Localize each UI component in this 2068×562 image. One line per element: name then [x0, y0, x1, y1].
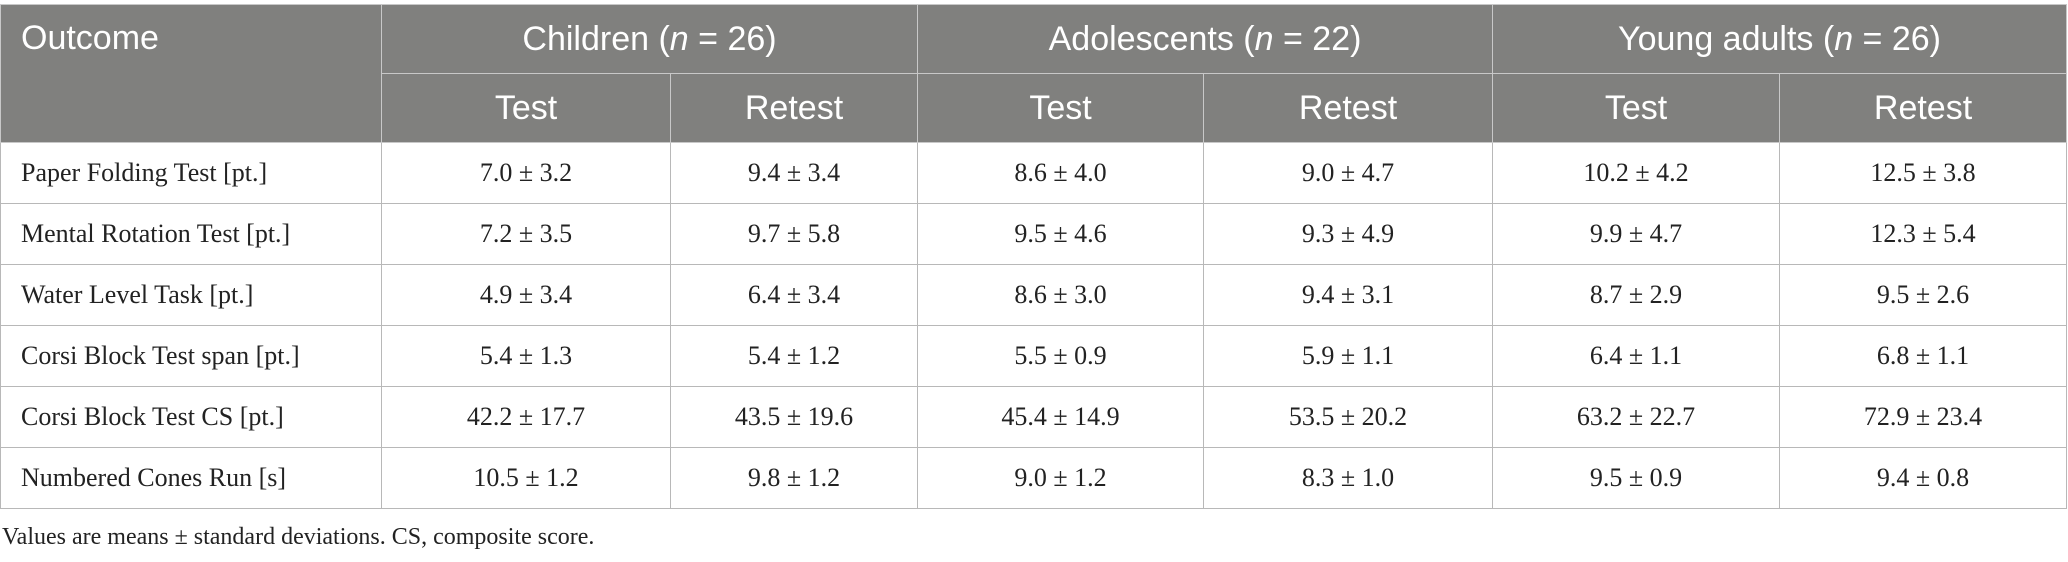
value-cell: 8.3 ± 1.0	[1203, 447, 1494, 509]
table-row: Paper Folding Test [pt.] 7.0 ± 3.2 9.4 ± 3…	[0, 142, 2068, 204]
value-cell: 42.2 ± 17.7	[381, 386, 671, 448]
value-cell: 9.4 ± 0.8	[1779, 447, 2068, 509]
value-cell: 9.4 ± 3.1	[1203, 264, 1494, 326]
value-cell: 6.8 ± 1.1	[1779, 325, 2068, 387]
group-header: Children (n = 26)	[380, 4, 919, 74]
value-cell: 9.4 ± 3.4	[669, 142, 919, 204]
group-size: = 22)	[1273, 19, 1362, 58]
group-name: Young adults (	[1618, 19, 1835, 58]
value-cell: 9.9 ± 4.7	[1492, 203, 1781, 265]
value-cell: 5.9 ± 1.1	[1203, 325, 1494, 387]
value-cell: 7.2 ± 3.5	[381, 203, 671, 265]
group-name: Adolescents (	[1048, 19, 1255, 58]
table-row: Corsi Block Test span [pt.] 5.4 ± 1.3 5.4 …	[0, 325, 2068, 387]
value-cell: 7.0 ± 3.2	[381, 142, 671, 204]
row-label: Mental Rotation Test [pt.]	[0, 203, 382, 265]
row-label: Numbered Cones Run [s]	[0, 447, 382, 509]
row-label: Corsi Block Test CS [pt.]	[0, 386, 382, 448]
group-header: Adolescents (n = 22)	[917, 4, 1494, 74]
row-label: Paper Folding Test [pt.]	[0, 142, 382, 204]
subheader: Retest	[1779, 73, 2068, 143]
group-n: n	[1254, 19, 1274, 58]
table-row: Corsi Block Test CS [pt.] 42.2 ± 17.7 43.5…	[0, 386, 2068, 448]
table-row: Water Level Task [pt.] 4.9 ± 3.4 6.4 ± 3.4…	[0, 264, 2068, 326]
group-n: n	[669, 19, 689, 58]
value-cell: 8.6 ± 4.0	[917, 142, 1205, 204]
subheader: Test	[917, 73, 1205, 143]
value-cell: 5.5 ± 0.9	[917, 325, 1205, 387]
value-cell: 9.3 ± 4.9	[1203, 203, 1494, 265]
value-cell: 9.5 ± 2.6	[1779, 264, 2068, 326]
table-row: Numbered Cones Run [s] 10.5 ± 1.2 9.8 ± 1.…	[0, 447, 2068, 509]
subheader: Test	[381, 73, 671, 143]
value-cell: 8.6 ± 3.0	[917, 264, 1205, 326]
value-cell: 9.0 ± 4.7	[1203, 142, 1494, 204]
row-label: Water Level Task [pt.]	[0, 264, 382, 326]
header-cell: Outcome	[0, 4, 382, 143]
table-row: Mental Rotation Test [pt.] 7.2 ± 3.5 9.7 ±…	[0, 203, 2068, 265]
value-cell: 72.9 ± 23.4	[1779, 386, 2068, 448]
value-cell: 9.7 ± 5.8	[669, 203, 919, 265]
value-cell: 43.5 ± 19.6	[669, 386, 919, 448]
value-cell: 9.0 ± 1.2	[917, 447, 1205, 509]
value-cell: 6.4 ± 3.4	[669, 264, 919, 326]
value-cell: 6.4 ± 1.1	[1492, 325, 1781, 387]
value-cell: 9.8 ± 1.2	[669, 447, 919, 509]
value-cell: 9.5 ± 4.6	[917, 203, 1205, 265]
subheader: Test	[1492, 73, 1781, 143]
value-cell: 5.4 ± 1.3	[381, 325, 671, 387]
footnote: Values are means ± standard deviations. …	[2, 524, 595, 550]
group-size: = 26)	[1853, 19, 1941, 58]
value-cell: 10.5 ± 1.2	[381, 447, 671, 509]
table-header: Outcome Children (n = 26) Adolescents (n …	[0, 4, 2068, 143]
header-row: Test Retest Test Retest Test Retest	[1, 73, 2068, 143]
subheader: Retest	[1203, 73, 1494, 143]
value-cell: 4.9 ± 3.4	[381, 264, 671, 326]
subheader: Retest	[669, 73, 919, 143]
group-n: n	[1834, 19, 1854, 58]
value-cell: 8.7 ± 2.9	[1492, 264, 1781, 326]
results-table: Outcome Children (n = 26) Adolescents (n …	[0, 4, 2068, 509]
value-cell: 5.4 ± 1.2	[669, 325, 919, 387]
group-name: Children (	[522, 19, 670, 58]
header-row: Outcome Children (n = 26) Adolescents (n …	[0, 4, 2068, 143]
value-cell: 10.2 ± 4.2	[1492, 142, 1781, 204]
group-header: Young adults (n = 26)	[1492, 4, 2068, 74]
value-cell: 12.5 ± 3.8	[1779, 142, 2068, 204]
value-cell: 53.5 ± 20.2	[1203, 386, 1494, 448]
value-cell: 45.4 ± 14.9	[917, 386, 1205, 448]
value-cell: 9.5 ± 0.9	[1492, 447, 1781, 509]
table-body: Paper Folding Test [pt.] 7.0 ± 3.2 9.4 ± 3…	[0, 142, 2068, 509]
row-label: Corsi Block Test span [pt.]	[0, 325, 382, 387]
value-cell: 63.2 ± 22.7	[1492, 386, 1781, 448]
value-cell: 12.3 ± 5.4	[1779, 203, 2068, 265]
group-size: = 26)	[688, 19, 777, 58]
